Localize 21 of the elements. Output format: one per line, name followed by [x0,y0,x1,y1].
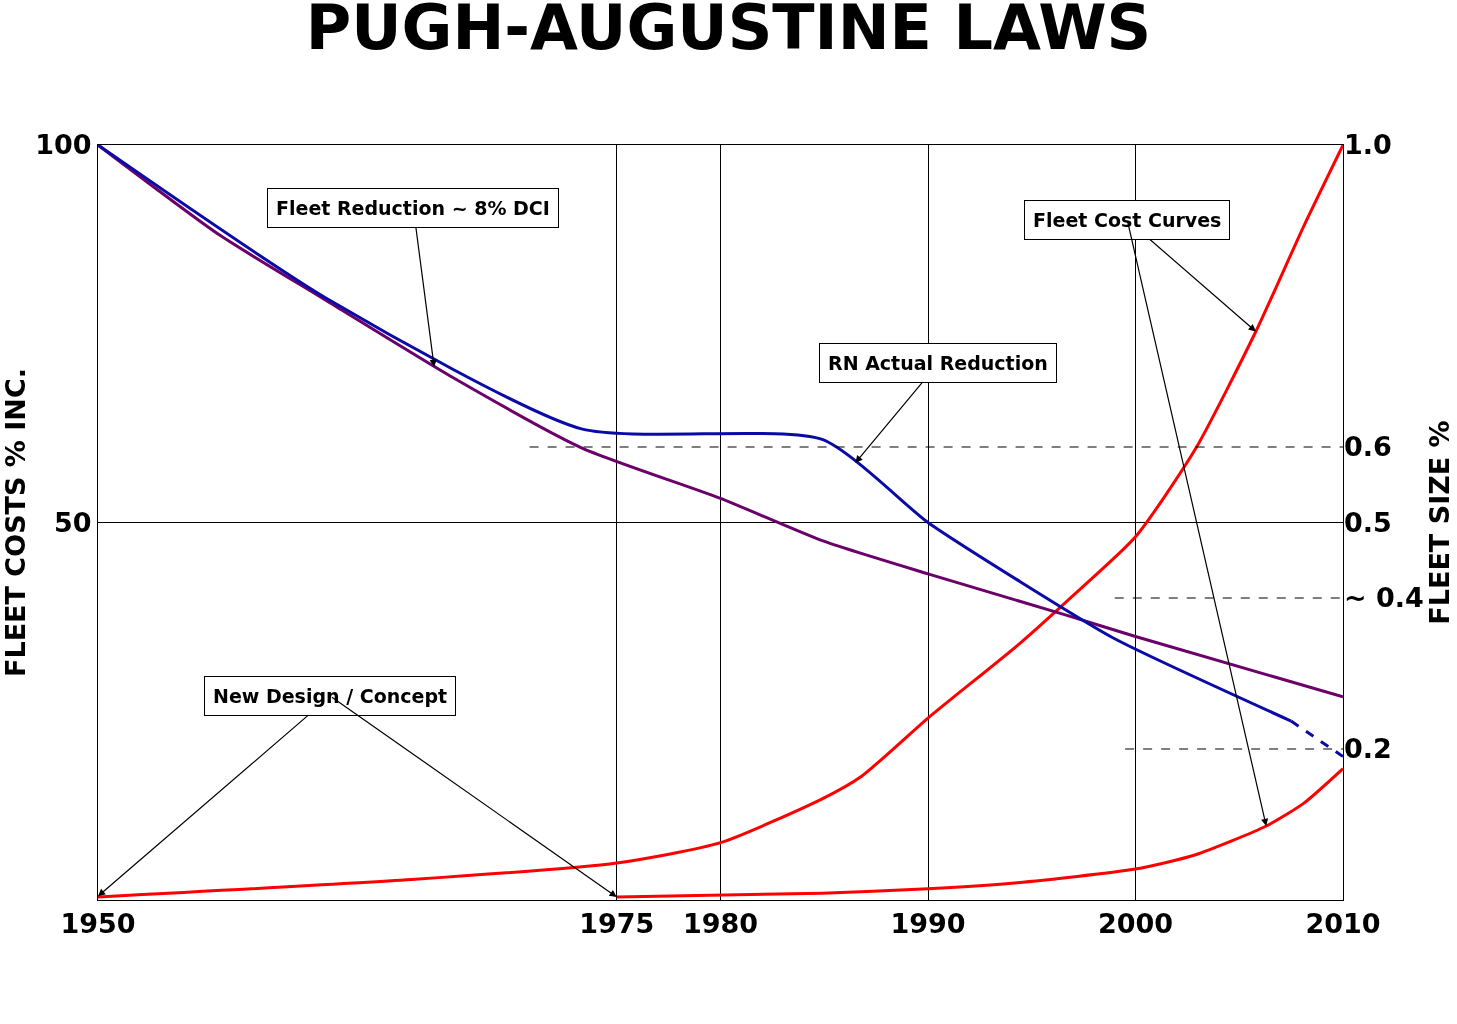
y2-tick-label: 0.5 [1344,506,1392,538]
line-series [98,145,1343,899]
annotation: Fleet Reduction ~ 8% DCI [276,197,550,219]
y2-tick-label: 0.6 [1344,431,1392,463]
x-tick-label: 1990 [890,908,966,940]
x-tick-label: 1980 [682,908,759,940]
y2-tick-label: ~ 0.4 [1344,582,1424,614]
x-tick-label: 2000 [1097,908,1174,940]
y2-axis-title: FLEET SIZE % [1423,420,1455,625]
y2-tick-label: 1.0 [1344,129,1392,161]
annotation: RN Actual Reduction [828,352,1048,374]
y-axis-title: FLEET COSTS % INC. [0,368,31,677]
chart-title: PUGH-AUGUSTINE LAWS [305,0,1152,64]
annotation: Fleet Cost Curves [1033,209,1222,231]
x-tick-label: 2010 [1305,908,1381,940]
annotation: New Design / Concept [213,685,448,707]
y2-tick-label: 0.2 [1344,733,1392,765]
x-tick-label: 1975 [579,908,655,940]
x-tick-label: 1950 [60,908,136,940]
y-tick-label: 50 [54,506,92,538]
y-tick-label: 100 [35,129,92,161]
